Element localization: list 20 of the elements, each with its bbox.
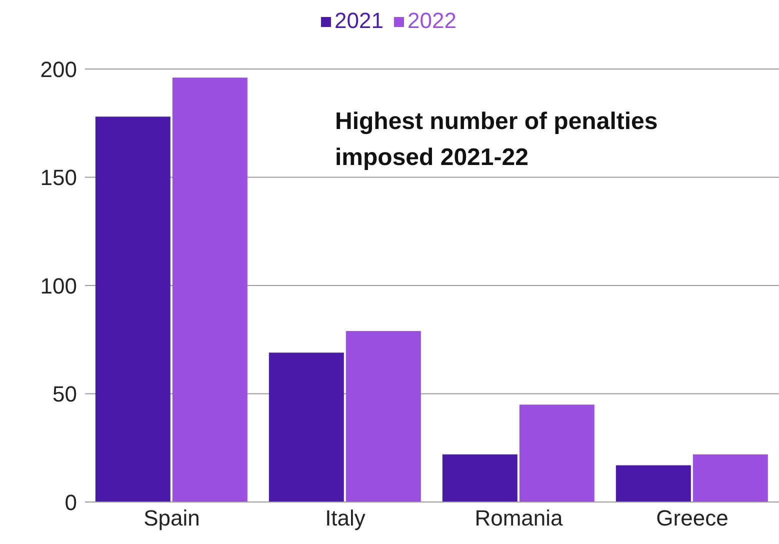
bar [172, 78, 248, 502]
x-tick-label: Italy [325, 506, 366, 531]
x-tick-label: Spain [144, 506, 200, 531]
y-tick-label: 0 [64, 490, 77, 515]
x-tick-label: Greece [656, 506, 728, 531]
y-tick-label: 200 [40, 56, 77, 82]
y-tick-label: 100 [40, 273, 77, 298]
bar [346, 330, 421, 502]
x-tick-label: Romania [474, 506, 564, 531]
legend-label: 2021 [334, 8, 384, 33]
annotation: Highest number of penalties imposed 2021-22 [335, 107, 659, 173]
y-tick-label: 150 [40, 165, 77, 190]
bar [519, 404, 594, 502]
legend-label: 2022 [408, 8, 456, 33]
bar [692, 454, 768, 502]
bar [616, 465, 691, 502]
y-tick-label: 50 [52, 382, 77, 407]
bar [442, 454, 518, 502]
bar [268, 352, 344, 502]
bar [95, 116, 170, 502]
